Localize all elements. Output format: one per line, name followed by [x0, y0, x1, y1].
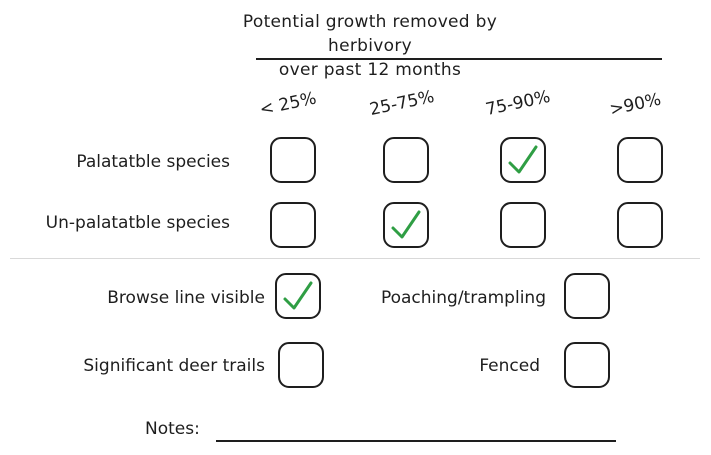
checkbox-palatable-75-90[interactable] — [500, 137, 546, 183]
checkbox-browse-line[interactable] — [275, 273, 321, 319]
checkbox-unpalatable-lt25[interactable] — [270, 202, 316, 248]
checkbox-palatable-gt90[interactable] — [617, 137, 663, 183]
form-title: Potential growth removed by herbivory ov… — [200, 10, 540, 82]
label-browse-line: Browse line visible — [107, 288, 265, 308]
notes-input-line[interactable] — [216, 440, 616, 442]
title-underline — [256, 58, 662, 60]
checkmark-icon — [508, 145, 538, 174]
notes-label: Notes: — [145, 419, 200, 439]
checkbox-poaching-trampling[interactable] — [564, 273, 610, 319]
checkbox-unpalatable-gt90[interactable] — [617, 202, 663, 248]
section-divider — [10, 258, 700, 259]
checkmark-icon — [283, 281, 313, 310]
checkbox-deer-trails[interactable] — [278, 342, 324, 388]
column-header-gt90: >90% — [607, 89, 663, 120]
checkbox-palatable-25-75[interactable] — [383, 137, 429, 183]
column-header-75-90: 75-90% — [483, 86, 553, 120]
title-line-2: over past 12 months — [278, 60, 462, 80]
column-header-lt25: < 25% — [257, 88, 319, 120]
row-label-palatable: Palatatble species — [76, 152, 230, 172]
checkmark-icon — [391, 210, 421, 239]
checkbox-palatable-lt25[interactable] — [270, 137, 316, 183]
checkbox-fenced[interactable] — [564, 342, 610, 388]
checkbox-unpalatable-25-75[interactable] — [383, 202, 429, 248]
title-line-1: Potential growth removed by herbivory — [242, 12, 498, 56]
label-fenced: Fenced — [479, 356, 540, 376]
row-label-unpalatable: Un-palatatble species — [45, 213, 230, 233]
label-poaching-trampling: Poaching/trampling — [380, 288, 546, 308]
column-header-25-75: 25-75% — [367, 86, 437, 120]
label-deer-trails: Significant deer trails — [83, 356, 265, 376]
checkbox-unpalatable-75-90[interactable] — [500, 202, 546, 248]
